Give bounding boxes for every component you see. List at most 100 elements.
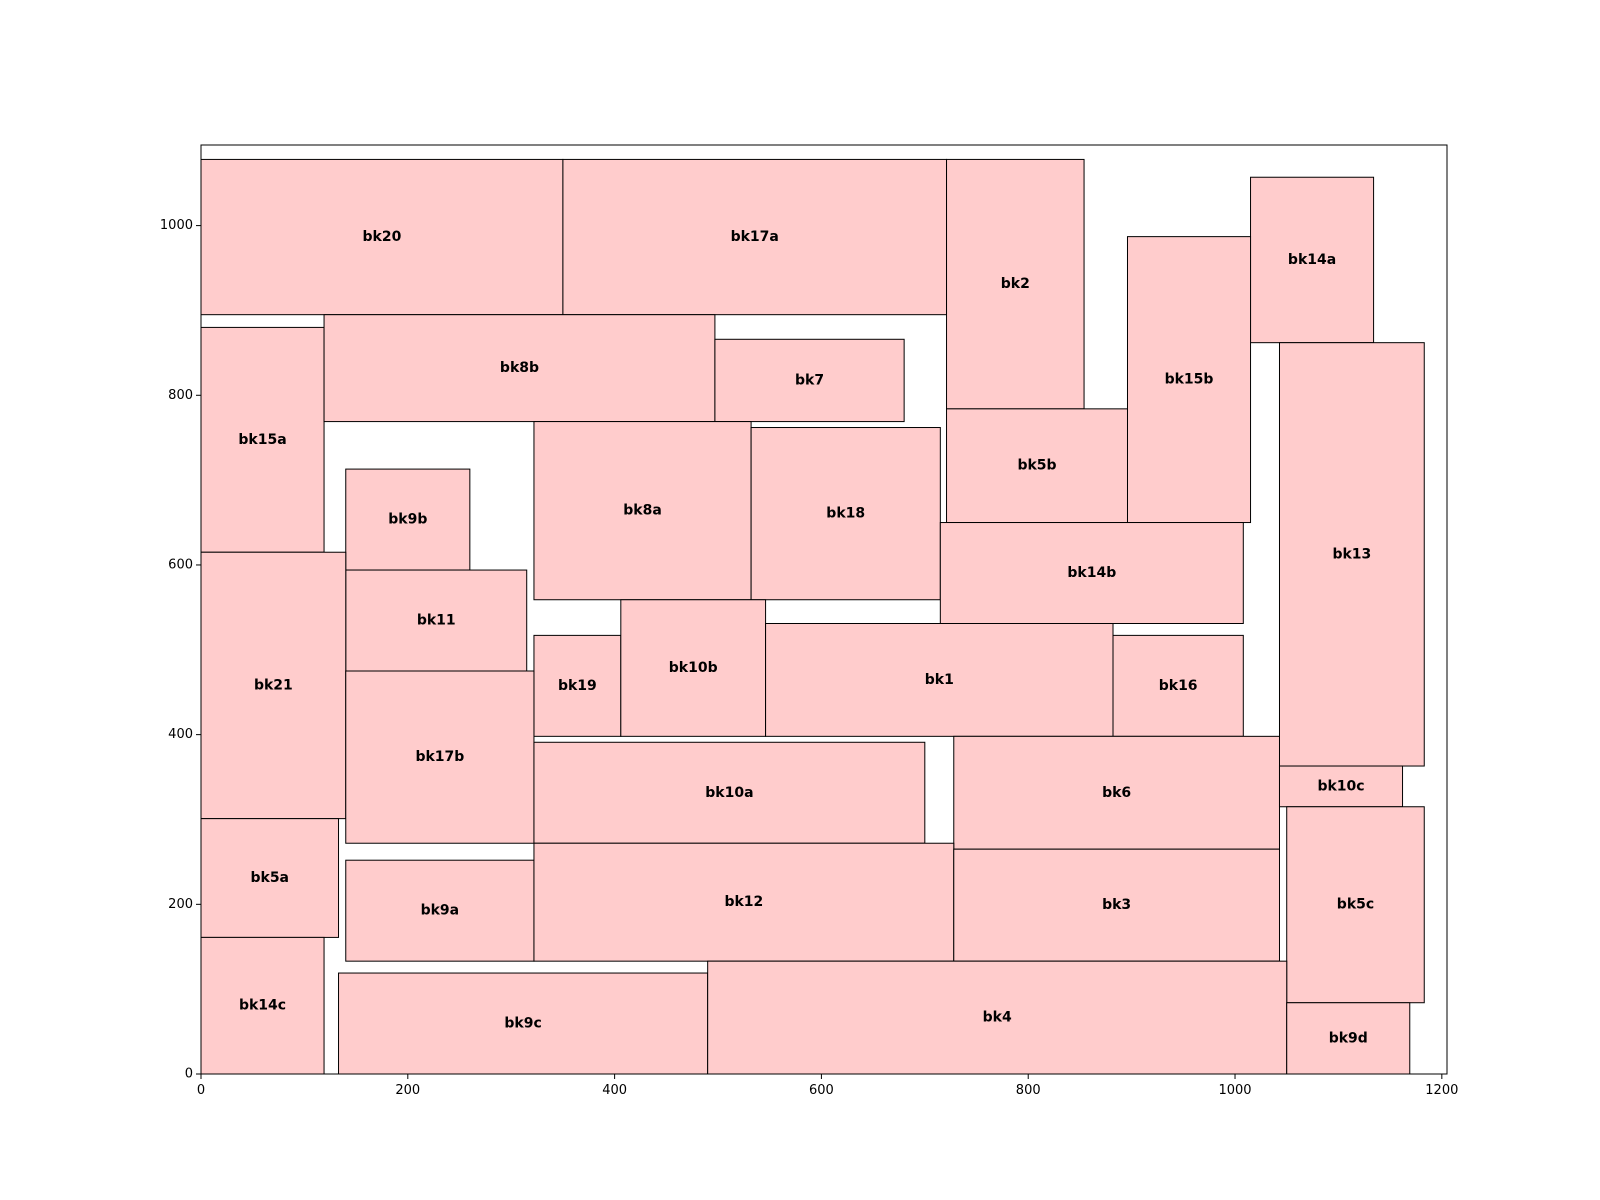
block-bk10b: bk10b — [620, 599, 767, 737]
x-tick-label: 400 — [602, 1083, 627, 1098]
block-label-bk9d: bk9d — [1329, 1030, 1368, 1046]
block-bk13: bk13 — [1278, 342, 1425, 767]
block-label-bk10a: bk10a — [705, 785, 753, 801]
block-rect-bk18 — [750, 427, 941, 601]
block-bk9c: bk9c — [338, 972, 709, 1075]
block-label-bk17b: bk17b — [415, 749, 464, 765]
block-rect-bk10c — [1278, 765, 1404, 808]
y-tick-label: 400 — [168, 727, 193, 742]
block-label-bk14a: bk14a — [1288, 252, 1336, 268]
x-tick-label: 800 — [1016, 1083, 1041, 1098]
block-rect-bk3 — [953, 848, 1280, 962]
x-tick-label: 1200 — [1425, 1083, 1458, 1098]
block-label-bk12: bk12 — [724, 894, 763, 910]
block-rect-bk17b — [345, 670, 535, 844]
block-label-bk9c: bk9c — [504, 1016, 541, 1032]
block-rect-bk7 — [714, 338, 905, 423]
block-bk14c: bk14c — [200, 936, 325, 1075]
block-label-bk4: bk4 — [983, 1010, 1012, 1026]
y-tick-label: 1000 — [160, 218, 193, 233]
block-label-bk3: bk3 — [1102, 897, 1131, 913]
block-label-bk8b: bk8b — [500, 360, 539, 376]
block-label-bk14b: bk14b — [1067, 565, 1116, 581]
block-rect-bk9d — [1286, 1002, 1411, 1075]
block-label-bk2: bk2 — [1001, 276, 1030, 292]
block-bk20: bk20 — [200, 158, 564, 316]
blocks-layer: bk20 bk17a bk2 bk14a bk15b bk15a bk8b bk7 bk13 bk… — [200, 158, 1425, 1075]
block-bk6: bk6 — [953, 735, 1280, 850]
block-bk8b: bk8b — [323, 314, 716, 423]
block-rect-bk10a — [533, 741, 926, 844]
block-label-bk13: bk13 — [1332, 546, 1371, 562]
block-rect-bk5c — [1286, 806, 1425, 1004]
x-tick-label: 600 — [809, 1083, 834, 1098]
block-bk17a: bk17a — [562, 158, 948, 316]
block-label-bk10b: bk10b — [669, 660, 718, 676]
plot-frame — [200, 144, 1448, 1075]
block-bk10a: bk10a — [533, 741, 926, 844]
block-bk5b: bk5b — [946, 408, 1128, 524]
block-rect-bk16 — [1112, 634, 1244, 737]
block-label-bk9a: bk9a — [421, 903, 460, 919]
block-label-bk14c: bk14c — [239, 998, 286, 1014]
y-tick-label: 0 — [185, 1067, 193, 1082]
block-rect-bk19 — [533, 634, 622, 737]
block-rect-bk9c — [338, 972, 709, 1075]
block-label-bk15b: bk15b — [1165, 372, 1214, 388]
block-rect-bk8a — [533, 421, 752, 601]
block-bk9b: bk9b — [345, 468, 471, 571]
block-label-bk5b: bk5b — [1017, 458, 1056, 474]
block-bk1: bk1 — [765, 622, 1114, 737]
x-tick-label: 200 — [395, 1083, 420, 1098]
block-bk15a: bk15a — [200, 326, 325, 553]
y-tick-label: 200 — [168, 897, 193, 912]
block-rect-bk1 — [765, 622, 1114, 737]
block-label-bk8a: bk8a — [623, 503, 662, 519]
block-bk18: bk18 — [750, 427, 941, 601]
block-label-bk7: bk7 — [795, 372, 824, 388]
block-bk19: bk19 — [533, 634, 622, 737]
x-tick-label: 1000 — [1218, 1083, 1251, 1098]
block-label-bk1: bk1 — [925, 672, 954, 688]
block-label-bk11: bk11 — [417, 613, 456, 629]
block-bk2: bk2 — [946, 158, 1085, 410]
block-label-bk21: bk21 — [254, 677, 293, 693]
block-label-bk6: bk6 — [1102, 785, 1131, 801]
block-rect-bk15b — [1126, 236, 1252, 524]
block-label-bk9b: bk9b — [388, 512, 427, 528]
block-bk5a: bk5a — [200, 818, 340, 938]
block-bk9d: bk9d — [1286, 1002, 1411, 1075]
block-label-bk20: bk20 — [363, 229, 402, 245]
block-rect-bk8b — [323, 314, 716, 423]
block-label-bk5a: bk5a — [250, 870, 289, 886]
block-label-bk16: bk16 — [1159, 678, 1198, 694]
block-label-bk15a: bk15a — [238, 432, 286, 448]
block-rect-bk14a — [1250, 176, 1375, 344]
block-bk9a: bk9a — [345, 859, 535, 962]
block-rect-bk12 — [533, 842, 955, 962]
block-label-bk10c: bk10c — [1317, 778, 1364, 794]
block-rect-bk14c — [200, 936, 325, 1075]
block-bk11: bk11 — [345, 569, 528, 672]
block-rect-bk11 — [345, 569, 528, 672]
block-bk21: bk21 — [200, 551, 347, 820]
x-tick-label: 0 — [197, 1083, 205, 1098]
block-label-bk5c: bk5c — [1337, 897, 1374, 913]
block-rect-bk5b — [946, 408, 1128, 524]
block-bk17b: bk17b — [345, 670, 535, 844]
block-rect-bk2 — [946, 158, 1085, 410]
block-bk15b: bk15b — [1126, 236, 1252, 524]
block-bk3: bk3 — [953, 848, 1280, 962]
block-bk12: bk12 — [533, 842, 955, 962]
y-axis: 0 200 400 600 800 1000 — [160, 218, 201, 1082]
block-label-bk18: bk18 — [826, 506, 865, 522]
block-bk14b: bk14b — [939, 522, 1244, 624]
block-bk8a: bk8a — [533, 421, 752, 601]
block-rect-bk15a — [200, 326, 325, 553]
y-tick-label: 600 — [168, 557, 193, 572]
block-bk4: bk4 — [707, 960, 1288, 1075]
block-rect-bk20 — [200, 158, 564, 316]
block-bk10c: bk10c — [1278, 765, 1404, 808]
block-label-bk19: bk19 — [558, 678, 597, 694]
